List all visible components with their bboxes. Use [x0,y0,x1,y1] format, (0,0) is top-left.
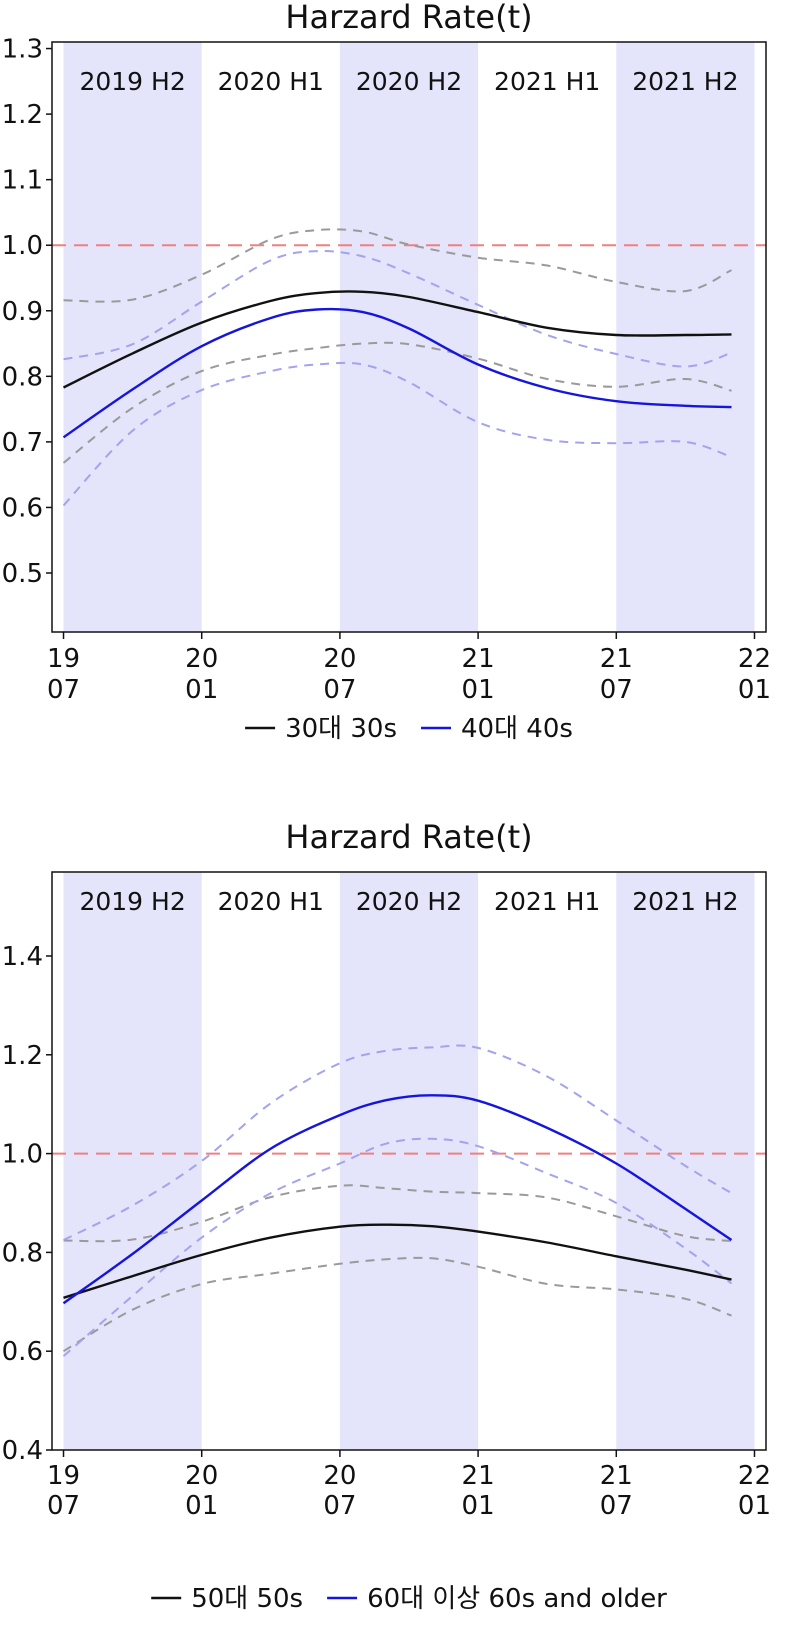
legend-label: 30대 30s [285,714,397,744]
chart-top: Harzard Rate(t)2019 H2 2020 H1 2020 H2 2021… [2,0,771,744]
period-band-label: 2020 H2 [356,887,462,916]
y-tick-label: 0.9 [2,297,43,327]
x-tick-label: 01 [462,1491,495,1521]
x-tick-label: 22 [738,1461,771,1491]
period-band-label: 2020 H2 [356,67,462,96]
chart-title: Harzard Rate(t) [285,0,532,36]
x-tick-label: 21 [462,1461,495,1491]
period-band-label: 2019 H2 [79,887,185,916]
y-tick-label: 1.0 [2,1140,43,1170]
y-tick-label: 0.8 [2,1238,43,1268]
ci-line-ci-upper [63,228,732,303]
y-tick-label: 0.6 [2,493,43,523]
x-tick-label: 19 [47,1461,80,1491]
ci-line-ci-lower [62,341,732,464]
ci-line-ci-lower [62,1256,732,1353]
legend-label: 50대 50s [191,1584,303,1614]
x-tick-label: 20 [323,644,356,674]
x-tick-label: 20 [323,1461,356,1491]
period-band-label: 2020 H1 [218,887,324,916]
series-line [62,1094,733,1305]
x-tick-label: 20 [185,1461,218,1491]
y-tick-label: 1.4 [2,942,43,972]
period-band-label: 2021 H1 [494,67,600,96]
y-tick-label: 1.1 [2,166,43,196]
x-tick-label: 01 [185,1491,218,1521]
x-tick-label: 21 [600,644,633,674]
series-line [63,1223,732,1299]
x-tick-label: 01 [738,1491,771,1521]
y-tick-label: 1.2 [2,100,43,130]
period-band [616,872,755,1450]
y-tick-label: 1.0 [2,231,43,261]
ci-line-ci-upper [63,250,732,368]
period-band-label: 2019 H2 [79,67,185,96]
series-line [62,307,732,439]
legend-label: 60대 이상 60s and older [367,1584,667,1614]
x-tick-label: 21 [462,644,495,674]
x-tick-label: 07 [47,675,80,705]
x-tick-label: 07 [47,1491,80,1521]
chart-title: Harzard Rate(t) [285,818,532,856]
x-tick-label: 07 [600,1491,633,1521]
period-band [339,872,479,1450]
x-tick-label: 19 [47,644,80,674]
plot-frame [51,871,767,1451]
legend: 50대 50s 60대 이상 60s and older [151,1584,667,1614]
period-band [63,872,202,1450]
x-tick-label: 22 [738,644,771,674]
x-tick-label: 20 [185,644,218,674]
series-line [62,290,732,389]
period-band-label: 2021 H2 [632,67,738,96]
y-tick-label: 0.5 [2,559,43,589]
legend-label: 40대 40s [461,714,573,744]
x-tick-label: 07 [323,1491,356,1521]
ci-line-ci-upper [63,1184,732,1243]
y-tick-label: 1.3 [2,35,43,65]
x-tick-label: 01 [738,675,771,705]
x-tick-label: 01 [462,675,495,705]
x-tick-label: 21 [600,1461,633,1491]
y-tick-label: 0.8 [2,362,43,392]
y-tick-label: 0.4 [2,1436,43,1466]
y-tick-label: 1.2 [2,1041,43,1071]
y-tick-label: 0.6 [2,1337,43,1367]
y-tick-label: 0.7 [2,428,43,458]
period-band [339,42,479,632]
period-band [63,42,202,632]
period-band-label: 2020 H1 [218,67,324,96]
x-tick-label: 07 [323,675,356,705]
period-band [616,42,755,632]
legend: 30대 30s 40대 40s [245,714,573,744]
plot-frame [51,41,767,633]
period-band-label: 2021 H1 [494,887,600,916]
period-band-label: 2021 H2 [632,887,738,916]
chart-bottom: Harzard Rate(t)2019 H2 2020 H1 2020 H2 2021… [2,818,771,1614]
ci-line-ci-lower [62,1137,733,1357]
x-tick-label: 01 [185,675,218,705]
x-tick-label: 07 [600,675,633,705]
